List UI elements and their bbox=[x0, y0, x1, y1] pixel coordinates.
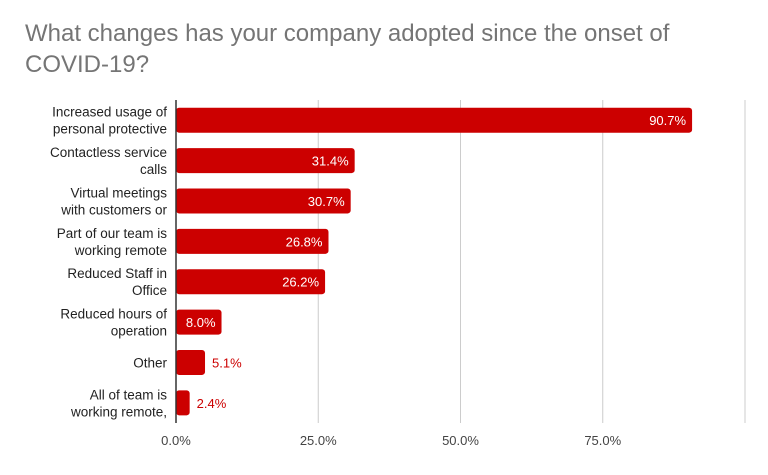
category-label: Part of our team is working remote bbox=[57, 226, 168, 258]
x-tick-label: 25.0% bbox=[300, 433, 337, 448]
data-label: 5.1% bbox=[212, 355, 242, 370]
bar bbox=[176, 228, 329, 254]
bar bbox=[176, 349, 206, 375]
bar bbox=[176, 188, 351, 214]
data-label: 90.7% bbox=[649, 113, 686, 128]
bar bbox=[176, 148, 355, 174]
category-label: Reduced Staff in Office bbox=[67, 266, 167, 298]
category-label: All of team is working remote, bbox=[70, 387, 167, 419]
x-tick-label: 75.0% bbox=[584, 433, 621, 448]
x-tick-label: 50.0% bbox=[442, 433, 479, 448]
category-label: Other bbox=[133, 355, 167, 370]
bar bbox=[176, 107, 693, 133]
category-label: Contactless service calls bbox=[50, 145, 167, 177]
x-tick-label: 0.0% bbox=[161, 433, 191, 448]
category-label: Virtual meetings with customers or bbox=[60, 185, 167, 217]
bar bbox=[176, 269, 326, 295]
data-label: 26.8% bbox=[286, 234, 323, 249]
data-label: 30.7% bbox=[308, 194, 345, 209]
bar bbox=[176, 390, 190, 416]
data-label: 8.0% bbox=[186, 315, 216, 330]
category-label: Reduced hours of operation bbox=[60, 307, 167, 339]
category-label: Increased usage of personal protective bbox=[52, 105, 167, 137]
bar bbox=[176, 309, 222, 335]
data-label: 31.4% bbox=[312, 154, 349, 169]
chart-title: What changes has your company adopted si… bbox=[25, 20, 670, 78]
data-label: 26.2% bbox=[282, 275, 319, 290]
data-label: 2.4% bbox=[197, 396, 227, 411]
